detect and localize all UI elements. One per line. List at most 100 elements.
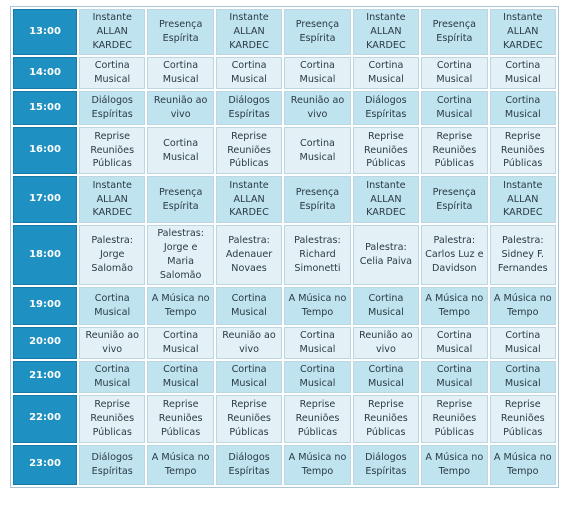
program-cell: Presença Espírita [284,176,351,223]
program-cell: Instante ALLAN KARDEC [489,176,556,223]
time-cell: 13:00 [13,9,77,55]
schedule-body: 13:00 Instante ALLAN KARDEC Presença Esp… [13,9,556,485]
time-cell: 14:00 [13,57,77,89]
program-cell: Reprise Reuniões Públicas [79,394,146,443]
program-cell: Diálogos Espíritas [79,444,146,485]
schedule-row-22: 22:00 Reprise Reuniões Públicas Reprise … [13,394,556,443]
time-cell: 21:00 [13,360,77,393]
program-cell: Cortina Musical [284,127,351,174]
program-cell: Palestra: Carlos Luz e Davidson [421,225,488,285]
program-cell: Reunião ao vivo [79,326,146,359]
program-cell: Cortina Musical [421,360,488,393]
program-cell: Reprise Reuniões Públicas [215,394,283,443]
program-cell: Palestra: Celia Paiva [352,225,420,285]
program-cell: Reunião ao vivo [147,91,214,125]
program-cell: Cortina Musical [215,57,283,89]
program-cell: Reunião ao vivo [352,326,420,359]
program-cell: Instante ALLAN KARDEC [215,9,283,55]
program-cell: Reprise Reuniões Públicas [147,394,214,443]
program-cell: Instante ALLAN KARDEC [352,9,420,55]
program-cell: Cortina Musical [421,57,488,89]
program-cell: A Música no Tempo [489,286,556,325]
schedule-row-14: 14:00 Cortina Musical Cortina Musical Co… [13,57,556,89]
program-cell: A Música no Tempo [284,444,351,485]
program-cell: Cortina Musical [147,57,214,89]
program-cell: Cortina Musical [147,326,214,359]
program-cell: Cortina Musical [489,326,556,359]
program-cell: Cortina Musical [284,57,351,89]
schedule-row-13: 13:00 Instante ALLAN KARDEC Presença Esp… [13,9,556,55]
program-cell: Cortina Musical [79,286,146,325]
schedule-row-16: 16:00 Reprise Reuniões Públicas Cortina … [13,127,556,174]
program-cell: Cortina Musical [284,326,351,359]
program-cell: Reprise Reuniões Públicas [284,394,351,443]
program-cell: Cortina Musical [352,57,420,89]
program-cell: Instante ALLAN KARDEC [352,176,420,223]
program-cell: Palestra: Sidney F. Fernandes [489,225,556,285]
program-cell: Reprise Reuniões Públicas [215,127,283,174]
program-cell: Reprise Reuniões Públicas [421,394,488,443]
program-cell: Reprise Reuniões Públicas [489,127,556,174]
time-cell: 23:00 [13,444,77,485]
program-cell: Cortina Musical [489,57,556,89]
program-cell: Cortina Musical [215,286,283,325]
program-cell: Reprise Reuniões Públicas [352,394,420,443]
program-cell: Diálogos Espíritas [352,91,420,125]
program-cell: Palestra: Adenauer Novaes [215,225,283,285]
program-cell: Cortina Musical [489,360,556,393]
program-cell: Presença Espírita [147,9,214,55]
schedule-row-17: 17:00 Instante ALLAN KARDEC Presença Esp… [13,176,556,223]
program-cell: Reprise Reuniões Públicas [79,127,146,174]
program-cell: A Música no Tempo [284,286,351,325]
program-cell: Instante ALLAN KARDEC [79,176,146,223]
program-cell: Presença Espírita [284,9,351,55]
program-cell: Cortina Musical [215,360,283,393]
time-cell: 17:00 [13,176,77,223]
program-cell: Instante ALLAN KARDEC [79,9,146,55]
program-cell: Instante ALLAN KARDEC [489,9,556,55]
program-cell: Diálogos Espíritas [352,444,420,485]
time-cell: 22:00 [13,394,77,443]
schedule-row-15: 15:00 Diálogos Espíritas Reunião ao vivo… [13,91,556,125]
program-cell: A Música no Tempo [421,286,488,325]
program-cell: Reprise Reuniões Públicas [352,127,420,174]
schedule-table: 13:00 Instante ALLAN KARDEC Presença Esp… [10,6,559,488]
program-cell: Cortina Musical [284,360,351,393]
program-cell: Reprise Reuniões Públicas [489,394,556,443]
program-cell: Reunião ao vivo [215,326,283,359]
time-cell: 15:00 [13,91,77,125]
program-cell: Cortina Musical [352,286,420,325]
program-cell: Cortina Musical [79,360,146,393]
program-cell: A Música no Tempo [147,286,214,325]
program-cell: Cortina Musical [421,91,488,125]
program-cell: Diálogos Espíritas [215,444,283,485]
schedule-row-18: 18:00 Palestra: Jorge Salomão Palestras:… [13,225,556,285]
schedule-row-19: 19:00 Cortina Musical A Música no Tempo … [13,286,556,325]
program-cell: Reunião ao vivo [284,91,351,125]
program-cell: Diálogos Espíritas [79,91,146,125]
program-cell: Presença Espírita [421,9,488,55]
program-cell: Instante ALLAN KARDEC [215,176,283,223]
schedule-row-21: 21:00 Cortina Musical Cortina Musical Co… [13,360,556,393]
program-cell: Cortina Musical [147,127,214,174]
time-cell: 18:00 [13,225,77,285]
schedule-row-20: 20:00 Reunião ao vivo Cortina Musical Re… [13,326,556,359]
program-cell: Presença Espírita [421,176,488,223]
program-cell: Palestras: Richard Simonetti [284,225,351,285]
time-cell: 20:00 [13,326,77,359]
program-cell: Cortina Musical [79,57,146,89]
program-cell: Reprise Reuniões Públicas [421,127,488,174]
program-cell: Cortina Musical [147,360,214,393]
program-cell: Diálogos Espíritas [215,91,283,125]
program-cell: Palestras: Jorge e Maria Salomão [147,225,214,285]
program-cell: Cortina Musical [352,360,420,393]
time-cell: 16:00 [13,127,77,174]
time-cell: 19:00 [13,286,77,325]
schedule-row-23: 23:00 Diálogos Espíritas A Música no Tem… [13,444,556,485]
program-cell: Cortina Musical [421,326,488,359]
program-cell: Presença Espírita [147,176,214,223]
program-cell: Palestra: Jorge Salomão [79,225,146,285]
program-cell: A Música no Tempo [421,444,488,485]
program-cell: Cortina Musical [489,91,556,125]
program-cell: A Música no Tempo [147,444,214,485]
